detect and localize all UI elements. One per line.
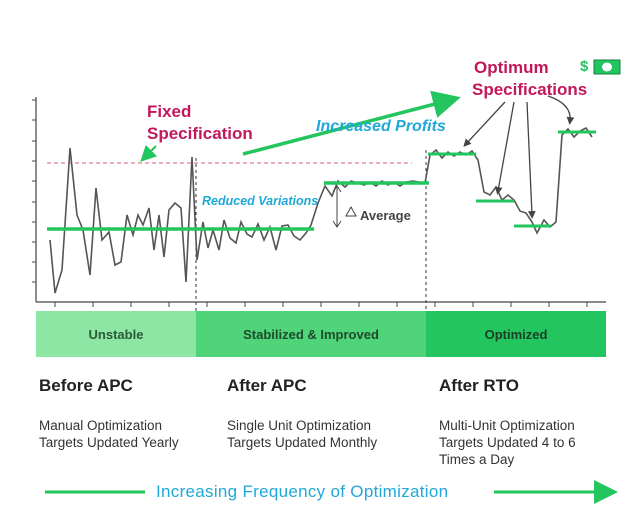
stage-bar-label: Unstable [88, 326, 144, 342]
stage-desc-line: Targets Updated Monthly [227, 435, 378, 450]
optimum-spec-label: Optimum Specifications [472, 57, 587, 101]
increased-profits-arrow [242, 90, 461, 156]
stage-desc-line: Multi-Unit Optimization [439, 418, 575, 433]
stage-bar-stabilized: Stabilized & Improved [196, 311, 426, 357]
stage-title-after-rto: After RTO [439, 376, 519, 395]
stage-bar-optimized: Optimized [426, 311, 606, 357]
fixed-spec-arrow [140, 144, 158, 162]
average-label: Average [360, 208, 411, 223]
dollar-bill-icon [593, 59, 621, 75]
optimum-spec-line1: Optimum [474, 58, 549, 77]
stage-desc-line: Targets Updated 4 to 6 [439, 435, 576, 450]
stage-desc-before-apc: Manual Optimization Targets Updated Year… [39, 417, 179, 451]
optimum-spec-line2: Specifications [472, 80, 588, 99]
y-axis [32, 97, 37, 302]
reduced-variations-label: Reduced Variations [202, 194, 319, 208]
footer-label: Increasing Frequency of Optimization [156, 482, 449, 501]
process-data-line [49, 126, 593, 294]
stage-bar-label: Optimized [484, 326, 548, 342]
fixed-spec-label: Fixed Specification [147, 101, 253, 145]
stage-desc-line: Single Unit Optimization [227, 418, 372, 433]
dollar-sign: $ [580, 58, 589, 75]
stage-desc-after-apc: Single Unit Optimization Targets Updated… [227, 417, 377, 451]
stage-title-after-apc: After APC [227, 376, 307, 395]
stage-title-before-apc: Before APC [39, 376, 133, 395]
fixed-spec-line2: Specification [147, 124, 253, 143]
fixed-spec-line1: Fixed [147, 102, 192, 121]
stage-desc-after-rto: Multi-Unit Optimization Targets Updated … [439, 417, 576, 468]
stage-bar-unstable: Unstable [36, 311, 196, 357]
stage-bar-label: Stabilized & Improved [243, 326, 379, 342]
average-delta-arrow [332, 185, 357, 228]
stage-desc-line: Manual Optimization [39, 418, 163, 433]
optimum-spec-arrows [463, 95, 575, 219]
stage-desc-line: Targets Updated Yearly [39, 435, 179, 450]
increased-profits-label: Increased Profits [316, 118, 446, 135]
delta-icon [345, 205, 357, 217]
x-axis [36, 301, 606, 307]
stage-desc-line: Times a Day [439, 452, 515, 467]
